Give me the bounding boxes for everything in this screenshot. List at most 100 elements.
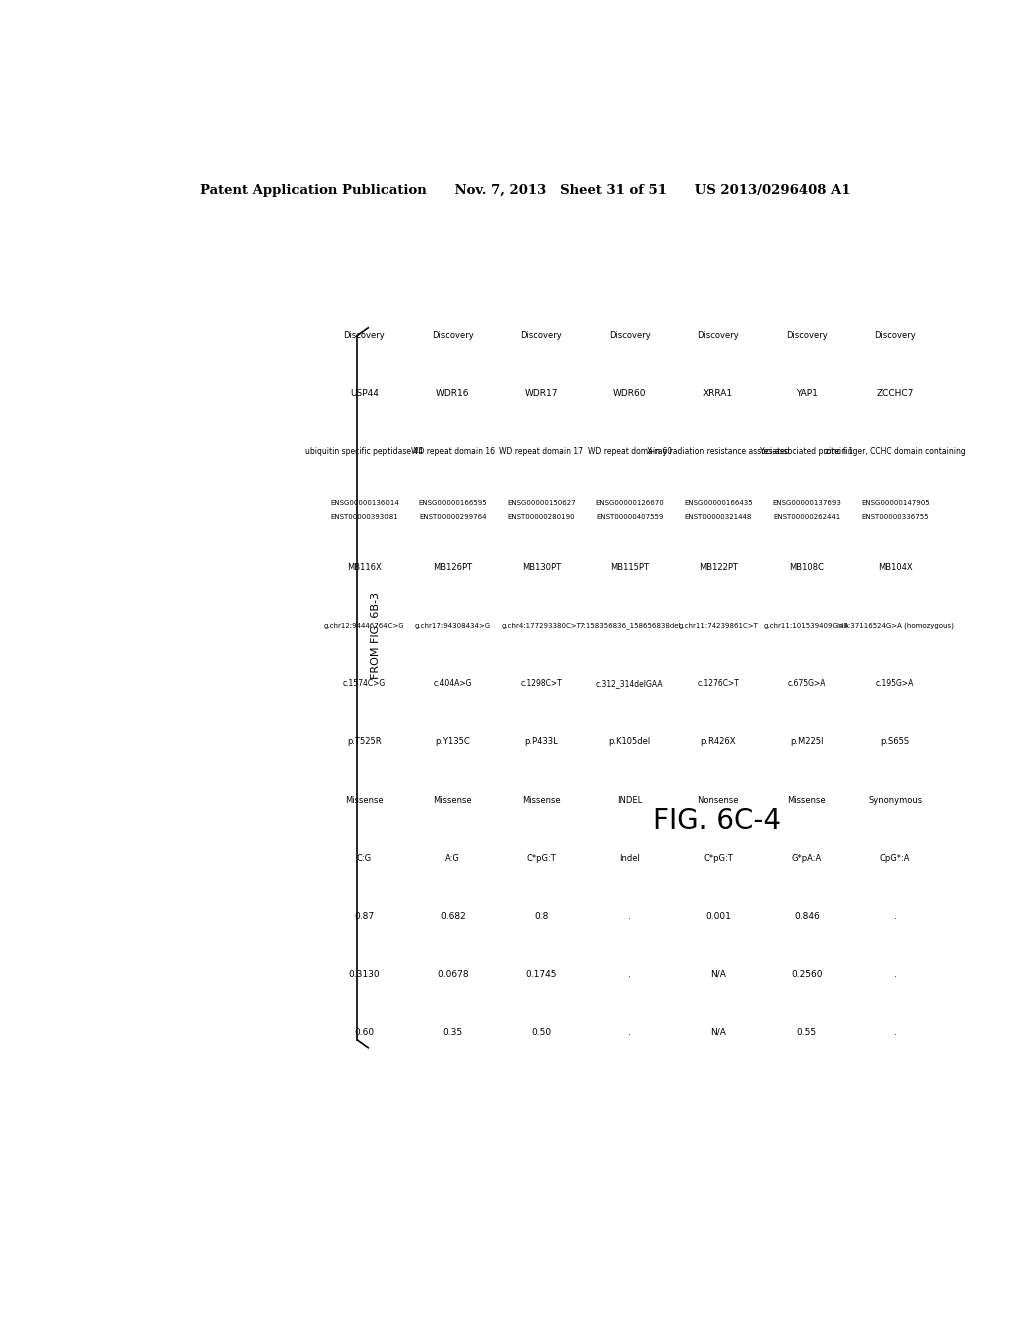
Text: Discovery: Discovery (785, 331, 827, 341)
Text: c.675G>A: c.675G>A (787, 680, 826, 689)
Text: g.chr11:74239861C>T: g.chr11:74239861C>T (678, 623, 758, 628)
Text: C*pG:T: C*pG:T (703, 854, 733, 863)
Text: .: . (629, 912, 631, 921)
Text: Discovery: Discovery (697, 331, 739, 341)
Text: N/A: N/A (711, 970, 726, 978)
Text: ENSG00000136014: ENSG00000136014 (330, 500, 398, 506)
Text: FROM FIG. 6B-3: FROM FIG. 6B-3 (372, 593, 381, 680)
Text: c.1276C>T: c.1276C>T (697, 680, 739, 689)
Text: C*pG:T: C*pG:T (526, 854, 556, 863)
Text: WD repeat domain 17: WD repeat domain 17 (500, 447, 584, 457)
Text: zinc finger, CCHC domain containing: zinc finger, CCHC domain containing (825, 447, 966, 457)
Text: p.T525R: p.T525R (347, 738, 382, 747)
Text: ubiquitin specific peptidase 44: ubiquitin specific peptidase 44 (305, 447, 424, 457)
Text: ENSG00000137693: ENSG00000137693 (772, 500, 841, 506)
Text: c.195G>A: c.195G>A (877, 680, 914, 689)
Text: id9:37116524G>A (homozygous): id9:37116524G>A (homozygous) (837, 623, 953, 630)
Text: WDR17: WDR17 (524, 389, 558, 399)
Text: c.312_314delGAA: c.312_314delGAA (596, 680, 664, 689)
Text: ENST00000262441: ENST00000262441 (773, 513, 841, 520)
Text: p.S65S: p.S65S (881, 738, 909, 747)
Text: Discovery: Discovery (520, 331, 562, 341)
Text: 0.2560: 0.2560 (791, 970, 822, 978)
Text: ENST00000407559: ENST00000407559 (596, 513, 664, 520)
Text: 0.682: 0.682 (440, 912, 466, 921)
Text: Missense: Missense (522, 796, 561, 805)
Text: p.K105del: p.K105del (608, 738, 651, 747)
Text: 0.35: 0.35 (442, 1028, 463, 1036)
Text: Discovery: Discovery (874, 331, 916, 341)
Text: Synonymous: Synonymous (868, 796, 923, 805)
Text: p.R426X: p.R426X (700, 738, 736, 747)
Text: MB108C: MB108C (790, 564, 824, 573)
Text: ENSG00000150627: ENSG00000150627 (507, 500, 575, 506)
Text: WDR16: WDR16 (436, 389, 470, 399)
Text: c.404A>G: c.404A>G (433, 680, 472, 689)
Text: g.chr4:177293380C>T: g.chr4:177293380C>T (502, 623, 582, 628)
Text: ENST00000280190: ENST00000280190 (508, 513, 575, 520)
Text: .: . (629, 1028, 631, 1036)
Text: USP44: USP44 (350, 389, 379, 399)
Text: ENST00000299764: ENST00000299764 (419, 513, 486, 520)
Text: .: . (629, 970, 631, 978)
Text: 0.8: 0.8 (535, 912, 549, 921)
Text: WDR60: WDR60 (613, 389, 646, 399)
Text: X-ray radiation resistance associated: X-ray radiation resistance associated (647, 447, 790, 457)
Text: ENSG00000166435: ENSG00000166435 (684, 500, 753, 506)
Text: C:G: C:G (356, 854, 372, 863)
Text: WD repeat domain 16: WD repeat domain 16 (411, 447, 495, 457)
Text: ZCCHC7: ZCCHC7 (877, 389, 914, 399)
Text: YAP1: YAP1 (796, 389, 818, 399)
Text: 0.1745: 0.1745 (525, 970, 557, 978)
Text: 0.3130: 0.3130 (348, 970, 380, 978)
Text: WD repeat domain 60: WD repeat domain 60 (588, 447, 672, 457)
Text: c.1574C>G: c.1574C>G (343, 680, 386, 689)
Text: .: . (894, 1028, 897, 1036)
Text: MB122PT: MB122PT (698, 564, 737, 573)
Text: INDEL: INDEL (617, 796, 642, 805)
Text: FIG. 6C-4: FIG. 6C-4 (653, 807, 781, 834)
Text: ENSG00000166595: ENSG00000166595 (419, 500, 487, 506)
Text: Discovery: Discovery (343, 331, 385, 341)
Text: 0.60: 0.60 (354, 1028, 375, 1036)
Text: G*pA:A: G*pA:A (792, 854, 822, 863)
Text: CpG*:A: CpG*:A (880, 854, 910, 863)
Text: c.1298C>T: c.1298C>T (520, 680, 562, 689)
Text: Missense: Missense (787, 796, 826, 805)
Text: MB116X: MB116X (347, 564, 382, 573)
Text: .: . (894, 912, 897, 921)
Text: .: . (894, 970, 897, 978)
Text: MB115PT: MB115PT (610, 564, 649, 573)
Text: Patent Application Publication      Nov. 7, 2013   Sheet 31 of 51      US 2013/0: Patent Application Publication Nov. 7, 2… (200, 185, 850, 197)
Text: p.P433L: p.P433L (524, 738, 558, 747)
Text: Missense: Missense (345, 796, 384, 805)
Text: 0.55: 0.55 (797, 1028, 817, 1036)
Text: Discovery: Discovery (432, 331, 474, 341)
Text: 0.87: 0.87 (354, 912, 375, 921)
Text: ENST00000336755: ENST00000336755 (861, 513, 929, 520)
Text: 0.0678: 0.0678 (437, 970, 469, 978)
Text: XRRA1: XRRA1 (703, 389, 733, 399)
Text: 0.50: 0.50 (531, 1028, 551, 1036)
Text: ENST00000321448: ENST00000321448 (685, 513, 752, 520)
Text: 7:158356836_158656838del: 7:158356836_158656838del (579, 623, 681, 630)
Text: p.M225I: p.M225I (791, 738, 823, 747)
Text: g.chr17:94308434>G: g.chr17:94308434>G (415, 623, 490, 628)
Text: ENSG00000147905: ENSG00000147905 (861, 500, 930, 506)
Text: MB126PT: MB126PT (433, 564, 472, 573)
Text: A:G: A:G (445, 854, 461, 863)
Text: Missense: Missense (433, 796, 472, 805)
Text: Indel: Indel (620, 854, 640, 863)
Text: Discovery: Discovery (609, 331, 650, 341)
Text: N/A: N/A (711, 1028, 726, 1036)
Text: Nonsense: Nonsense (697, 796, 739, 805)
Text: 0.846: 0.846 (794, 912, 819, 921)
Text: ENST00000393081: ENST00000393081 (331, 513, 398, 520)
Text: ENSG00000126670: ENSG00000126670 (595, 500, 665, 506)
Text: g.chr11:101539409G>A: g.chr11:101539409G>A (764, 623, 850, 628)
Text: p.Y135C: p.Y135C (435, 738, 470, 747)
Text: 0.001: 0.001 (706, 912, 731, 921)
Text: MB130PT: MB130PT (522, 564, 561, 573)
Text: Yes-associated protein 1: Yes-associated protein 1 (760, 447, 853, 457)
Text: g.chr12:94446764C>G: g.chr12:94446764C>G (324, 623, 404, 628)
